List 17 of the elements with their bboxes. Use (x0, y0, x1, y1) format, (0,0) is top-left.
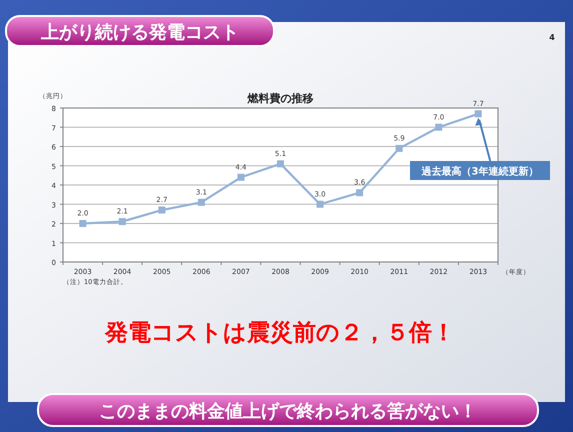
text: 発電コストは震災前の２，５倍！ (104, 320, 455, 346)
point (356, 189, 364, 196)
point (198, 198, 205, 206)
point (237, 174, 244, 181)
point (316, 200, 324, 208)
text: 4 (549, 33, 556, 42)
point (396, 144, 403, 152)
text: このままの料金値上げで終わられる筈がない！ (99, 401, 477, 422)
point (435, 124, 442, 131)
point (474, 110, 482, 118)
point (79, 220, 86, 227)
text: 上がり続ける発電コスト (40, 22, 239, 43)
point (158, 206, 166, 214)
chart-title: 燃料費の推移 (246, 92, 314, 105)
annotation: 過去最高（3年連続更新） (420, 166, 538, 178)
point (118, 218, 126, 226)
point (277, 160, 284, 168)
